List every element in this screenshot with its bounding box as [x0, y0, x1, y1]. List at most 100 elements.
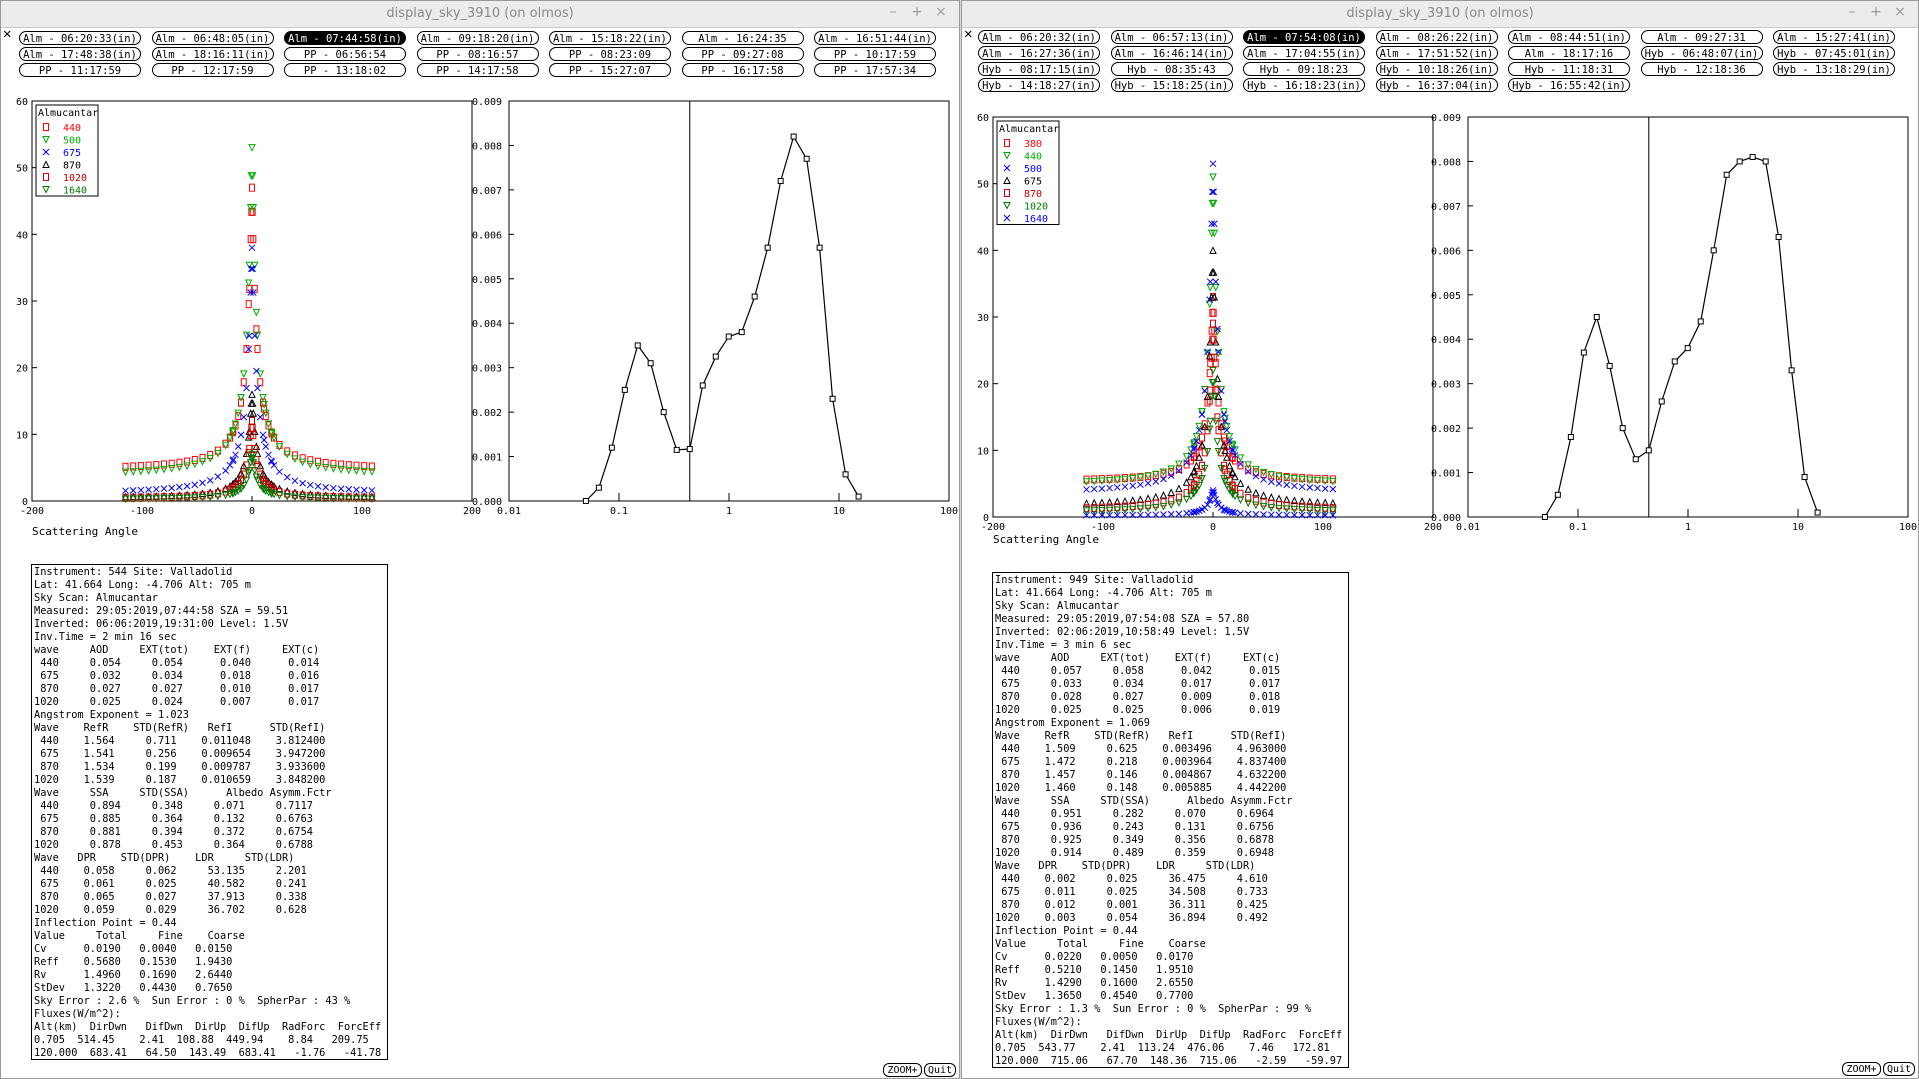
- close-icon[interactable]: ×: [935, 4, 947, 20]
- scan-tab[interactable]: Alm - 09:27:31: [1640, 30, 1763, 44]
- scan-tab[interactable]: Alm - 17:51:52(in): [1375, 46, 1498, 60]
- x-tick-label: 100: [940, 506, 958, 517]
- x-tick-label: 1: [1685, 522, 1691, 533]
- x-tick-label: 100: [1899, 522, 1917, 533]
- scan-tab[interactable]: Hyb - 15:18:25(in): [1110, 78, 1233, 92]
- data-point-500: [283, 450, 292, 459]
- data-point-1640: [137, 495, 145, 503]
- scan-tab[interactable]: Hyb - 16:18:23(in): [1243, 78, 1365, 92]
- scan-tab[interactable]: Alm - 08:26:22(in): [1375, 30, 1498, 44]
- scan-tab[interactable]: Hyb - 16:37:04(in): [1375, 78, 1498, 92]
- maximize-icon[interactable]: +: [911, 4, 923, 20]
- data-point-1020: [1313, 506, 1322, 515]
- scan-tab[interactable]: Hyb - 08:35:43: [1110, 62, 1233, 76]
- scan-tab[interactable]: Alm - 16:51:44(in): [814, 31, 936, 45]
- info-line: Cv 0.0190 0.0040 0.0150: [34, 943, 233, 955]
- data-point-870: [1260, 498, 1267, 507]
- scan-tab[interactable]: Alm - 06:20:33(in): [19, 31, 141, 45]
- info-line: 870 0.065 0.027 37.913 0.338: [34, 891, 307, 903]
- data-point-675: [214, 473, 222, 480]
- data-point-1640: [198, 494, 207, 502]
- scan-tab[interactable]: PP - 08:16:57: [416, 47, 539, 61]
- data-point-870: [352, 492, 361, 500]
- scan-tab[interactable]: Alm - 17:04:55(in): [1243, 46, 1365, 60]
- scan-tab[interactable]: PP - 17:57:34: [814, 63, 936, 77]
- scan-tab[interactable]: Hyb - 13:18:29(in): [1773, 62, 1895, 76]
- scan-tab[interactable]: PP - 10:17:59: [814, 47, 936, 61]
- scan-tab[interactable]: PP - 13:18:02: [284, 63, 406, 77]
- scan-tab[interactable]: Alm - 16:27:36(in): [978, 46, 1100, 60]
- scan-tab[interactable]: Hyb - 12:18:36: [1640, 62, 1763, 76]
- data-point-1640: [1228, 508, 1236, 516]
- y-tick-label: 0.007: [1431, 202, 1461, 213]
- scan-tab[interactable]: PP - 14:17:58: [416, 63, 539, 77]
- quit-button[interactable]: Quit: [924, 1063, 956, 1077]
- data-point-500: [160, 465, 168, 474]
- scan-tab[interactable]: Alm - 09:18:20(in): [416, 31, 539, 45]
- data-point-500: [264, 420, 273, 429]
- scan-tab[interactable]: Alm - 18:16:11(in): [151, 47, 274, 61]
- scan-tab[interactable]: Alm - 18:17:16: [1508, 46, 1630, 60]
- scan-tab[interactable]: Alm - 15:18:22(in): [549, 31, 671, 45]
- scan-tab[interactable]: PP - 16:17:58: [681, 63, 804, 77]
- scan-tab[interactable]: Hyb - 07:45:01(in): [1773, 46, 1895, 60]
- maximize-icon[interactable]: +: [1870, 4, 1882, 20]
- scan-tab[interactable]: PP - 09:27:08: [681, 47, 804, 61]
- data-point-675: [1167, 488, 1176, 496]
- info-line: 870 0.925 0.349 0.356 0.6878: [995, 834, 1274, 846]
- scan-tab[interactable]: Hyb - 14:18:27(in): [978, 78, 1100, 92]
- data-point-1640: [1329, 511, 1337, 519]
- zoom-button[interactable]: ZOOM+: [1842, 1062, 1881, 1076]
- data-point-440: [1175, 460, 1183, 469]
- scan-tab[interactable]: Alm - 07:44:58(in): [284, 31, 406, 45]
- scan-tab[interactable]: Alm - 06:57:13(in): [1110, 30, 1233, 44]
- data-point-440: [322, 458, 329, 467]
- scan-tab[interactable]: Alm - 06:20:32(in): [978, 30, 1100, 44]
- scan-tab[interactable]: Hyb - 16:55:42(in): [1508, 78, 1630, 92]
- data-point-675: [229, 457, 237, 465]
- minimize-icon[interactable]: –: [1848, 4, 1856, 20]
- scan-tab[interactable]: Alm - 07:54:08(in): [1243, 30, 1365, 44]
- legend-label: 675: [63, 148, 81, 159]
- scan-tab[interactable]: Hyb - 08:17:15(in): [978, 62, 1100, 76]
- size-distribution-point: [1541, 514, 1548, 520]
- data-point-1640: [1121, 511, 1129, 519]
- close-icon[interactable]: ✕: [3, 26, 12, 42]
- scan-tab[interactable]: Hyb - 09:18:23: [1243, 62, 1365, 76]
- close-icon[interactable]: ×: [1894, 4, 1906, 20]
- minimize-icon[interactable]: –: [889, 4, 897, 20]
- scan-tab[interactable]: PP - 12:17:59: [151, 63, 274, 77]
- quit-button[interactable]: Quit: [1883, 1062, 1915, 1076]
- scan-tab[interactable]: Alm - 16:24:35: [681, 31, 804, 45]
- scan-tab[interactable]: Alm - 08:44:51(in): [1508, 30, 1630, 44]
- scan-tab[interactable]: Hyb - 06:48:07(in): [1640, 46, 1763, 60]
- data-point-440: [1259, 468, 1268, 477]
- data-point-440: [153, 461, 160, 470]
- data-point-500: [1237, 460, 1244, 468]
- data-point-675: [247, 265, 255, 273]
- scan-tab[interactable]: Hyb - 11:18:31: [1508, 62, 1630, 76]
- scan-tab[interactable]: PP - 08:23:09: [549, 47, 671, 61]
- scan-tab[interactable]: PP - 15:27:07: [549, 63, 671, 77]
- y-tick-label: 0.001: [1431, 469, 1461, 480]
- scan-tab[interactable]: Hyb - 10:18:26(in): [1375, 62, 1498, 76]
- data-point-675: [247, 289, 255, 296]
- zoom-button[interactable]: ZOOM+: [883, 1063, 922, 1077]
- data-point-675: [270, 461, 278, 469]
- data-point-440: [330, 459, 337, 468]
- x-tick-label: 0.1: [610, 506, 628, 517]
- info-line: 675 0.011 0.025 34.508 0.733: [995, 886, 1268, 898]
- close-icon[interactable]: ✕: [964, 26, 973, 42]
- scan-tab[interactable]: Alm - 16:46:14(in): [1110, 46, 1233, 60]
- scan-tab[interactable]: PP - 11:17:59: [19, 63, 141, 77]
- scan-tab[interactable]: Alm - 17:48:38(in): [19, 47, 141, 61]
- data-point-1640: [1113, 511, 1121, 519]
- data-point-1020: [1209, 379, 1218, 387]
- scan-tab[interactable]: Alm - 15:27:41(in): [1773, 30, 1895, 44]
- info-line: 440 0.058 0.062 53.135 2.201: [34, 865, 307, 877]
- data-point-1640: [183, 494, 191, 503]
- scan-tab[interactable]: Alm - 06:48:05(in): [151, 31, 274, 45]
- data-point-500: [368, 468, 376, 476]
- scan-tab[interactable]: PP - 06:56:54: [284, 47, 406, 61]
